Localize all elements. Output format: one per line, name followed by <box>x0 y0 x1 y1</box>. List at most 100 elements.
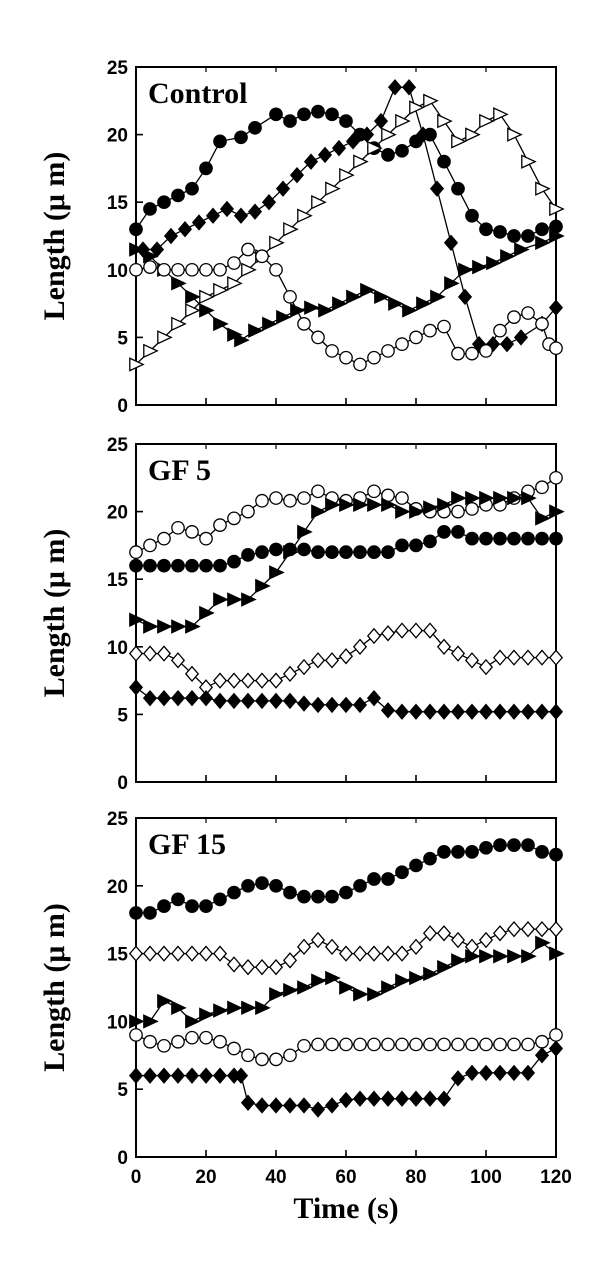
data-point <box>534 1047 550 1064</box>
data-point <box>479 222 493 237</box>
data-point <box>310 931 326 949</box>
data-point <box>423 1037 437 1052</box>
data-point <box>199 558 213 573</box>
data-point <box>506 1064 522 1082</box>
data-point <box>513 329 529 346</box>
data-point <box>507 838 521 852</box>
data-point <box>423 966 439 982</box>
y-tick-label: 25 <box>107 809 129 830</box>
data-point <box>367 350 381 365</box>
data-point <box>478 658 494 676</box>
data-point <box>339 167 355 183</box>
data-point <box>353 545 367 560</box>
data-point <box>380 625 396 642</box>
data-point <box>177 221 193 238</box>
data-point <box>549 228 565 244</box>
data-point <box>353 497 369 513</box>
data-point <box>311 504 327 519</box>
data-point <box>506 920 522 938</box>
data-point <box>479 490 495 506</box>
data-point <box>143 249 159 264</box>
data-point <box>185 1030 199 1045</box>
data-point <box>156 689 172 707</box>
data-point <box>549 504 565 519</box>
data-point <box>437 525 451 539</box>
data-point <box>395 113 411 129</box>
data-point <box>311 545 325 560</box>
data-point <box>227 511 241 526</box>
data-point <box>353 878 367 893</box>
data-point <box>352 638 368 655</box>
data-point <box>129 357 145 372</box>
data-point <box>198 689 214 707</box>
data-point <box>465 531 479 546</box>
data-point <box>367 1037 381 1052</box>
data-point <box>212 945 228 962</box>
data-point <box>311 194 327 210</box>
data-point <box>507 949 523 964</box>
data-point <box>143 906 157 920</box>
data-point <box>423 500 439 515</box>
data-point <box>521 306 535 320</box>
data-point <box>227 885 241 900</box>
data-point <box>520 703 536 720</box>
data-point <box>500 249 516 264</box>
data-point <box>493 949 509 964</box>
data-point <box>366 945 382 962</box>
data-point <box>493 323 507 338</box>
data-point <box>409 970 425 986</box>
data-point <box>255 578 271 594</box>
data-point <box>303 153 319 170</box>
data-point <box>143 538 157 553</box>
data-point <box>401 79 417 96</box>
data-point <box>395 143 409 158</box>
data-point <box>479 531 493 546</box>
data-point <box>451 346 465 361</box>
data-point <box>297 980 313 995</box>
data-point <box>261 194 277 211</box>
y-tick-label: 10 <box>107 261 128 282</box>
data-point <box>548 649 564 666</box>
data-point <box>129 558 143 573</box>
data-point <box>458 262 474 278</box>
data-point <box>142 645 158 662</box>
data-point <box>345 133 361 150</box>
x-tick-label: 20 <box>195 1167 216 1188</box>
series-gf15-4 <box>129 1028 563 1067</box>
data-point <box>254 672 270 689</box>
data-point <box>311 484 325 499</box>
data-point <box>381 872 395 886</box>
data-point <box>408 622 424 639</box>
data-point <box>143 558 157 573</box>
data-point <box>297 542 311 557</box>
series-gf5-5 <box>128 679 564 720</box>
x-tick-label: 40 <box>265 1167 286 1188</box>
data-point <box>171 1034 185 1049</box>
data-point <box>310 1101 326 1118</box>
data-point <box>142 689 158 707</box>
data-point <box>269 1052 283 1067</box>
data-point <box>310 652 326 669</box>
series-line <box>135 99 557 365</box>
data-point <box>436 638 452 655</box>
data-point <box>213 1003 229 1018</box>
data-point <box>297 317 311 331</box>
data-point <box>338 1091 354 1109</box>
series-gf5-3 <box>129 490 565 634</box>
data-point <box>185 619 201 634</box>
data-point <box>143 343 159 359</box>
data-point <box>143 1014 159 1029</box>
data-point <box>430 289 446 305</box>
y-axis-title: Length (μ m) <box>38 903 71 1072</box>
data-point <box>521 949 537 964</box>
data-point <box>213 592 229 607</box>
data-point <box>437 845 451 859</box>
data-point <box>465 127 481 142</box>
data-point <box>451 134 467 149</box>
data-point <box>269 542 283 557</box>
data-point <box>465 845 479 859</box>
data-point <box>199 899 213 913</box>
x-tick-label: 80 <box>405 1167 426 1188</box>
data-point <box>479 344 493 358</box>
data-point <box>226 672 242 689</box>
